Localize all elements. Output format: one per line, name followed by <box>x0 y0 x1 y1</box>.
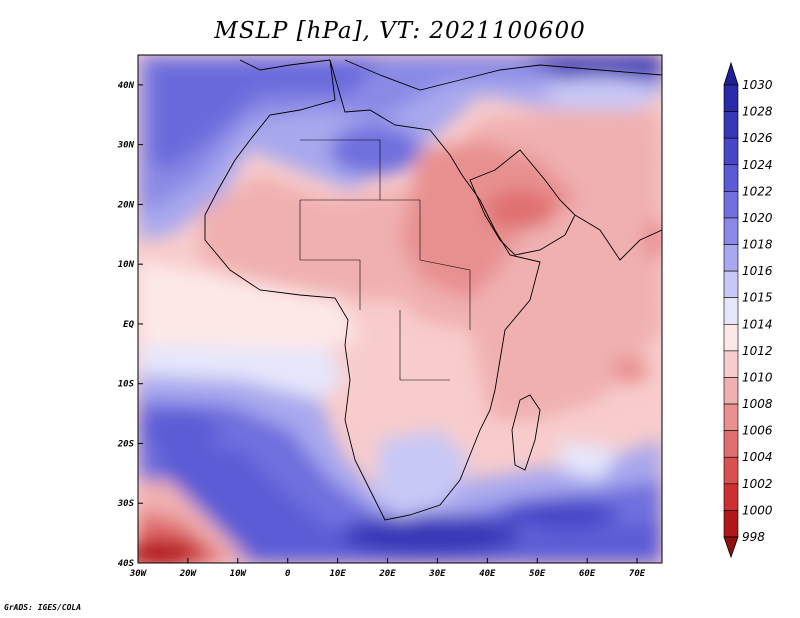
colorbar-label: 1028 <box>742 105 773 119</box>
colorbar-label: 1022 <box>742 184 773 198</box>
x-tick-label: 0 <box>285 569 291 579</box>
y-tick-label: 30N <box>117 141 135 151</box>
colorbar-label: 1006 <box>742 424 773 438</box>
colorbar-label: 1015 <box>742 291 773 305</box>
colorbar-cell <box>723 191 739 219</box>
x-tick-label: 30E <box>428 569 446 579</box>
country-borders <box>299 139 471 381</box>
x-tick-label: 60E <box>579 569 596 579</box>
y-tick-label: EQ <box>123 320 134 330</box>
colorbar-cell <box>723 403 739 431</box>
colorbar-cell <box>723 164 739 192</box>
colorbar-cell <box>723 270 739 299</box>
africa-coastline <box>204 59 541 521</box>
grads-credit: GrADS: IGES/COLA <box>4 603 82 612</box>
colorbar-label: 1026 <box>742 131 773 145</box>
colorbar-top-arrow <box>723 61 739 86</box>
colorbar-label: 1018 <box>742 238 773 252</box>
colorbar-cell <box>723 84 739 112</box>
colorbar-label: 1030 <box>742 78 773 92</box>
colorbar: 1030 1028 1026 1024 1022 1020 1018 1016 1015 1014… <box>723 61 773 559</box>
colorbar-cell <box>723 111 739 139</box>
x-tick-label: 20E <box>378 569 396 579</box>
x-tick-label: 50E <box>529 569 546 579</box>
y-tick-label: 40N <box>118 81 135 91</box>
x-tick-label: 70E <box>629 569 646 579</box>
map-title: MSLP [hPa], VT: 2021100600 <box>214 18 586 44</box>
colorbar-cell <box>723 244 739 272</box>
colorbar-label: 1014 <box>742 317 773 331</box>
europe-coastline <box>239 59 662 91</box>
map-frame <box>137 54 663 564</box>
y-tick-label: 40S <box>118 559 135 569</box>
colorbar-label: 1008 <box>742 397 773 411</box>
y-tick-label: 30S <box>117 499 135 509</box>
y-tick-label: 10N <box>118 260 135 270</box>
colorbar-label: 1010 <box>742 370 773 384</box>
colorbar-label: 1024 <box>742 158 773 172</box>
colorbar-cell <box>723 483 739 511</box>
colorbar-cell <box>723 137 739 166</box>
colorbar-label: 1004 <box>742 450 773 464</box>
colorbar-bottom-arrow <box>723 536 739 559</box>
pressure-field <box>138 55 662 563</box>
colorbar-cell <box>723 323 739 352</box>
x-tick-label: 10E <box>329 569 346 579</box>
axis-ticks: 30W 20W 10W 0 10E 20E 30E 40E 50E 60E 70E 40S 30S 20S… <box>117 81 646 579</box>
colorbar-cell <box>723 456 739 485</box>
colorbar-cell <box>723 510 739 538</box>
y-tick-label: 10S <box>118 380 135 390</box>
x-tick-label: 10W <box>230 569 248 579</box>
colorbar-label: 1012 <box>742 344 773 358</box>
colorbar-label: 1016 <box>742 264 773 278</box>
colorbar-label: 998 <box>742 530 765 544</box>
colorbar-label: 1020 <box>742 211 773 225</box>
colorbar-cell <box>723 350 739 378</box>
madagascar-coastline <box>511 394 541 471</box>
x-tick-label: 20W <box>179 569 198 579</box>
x-tick-label: 30W <box>129 569 148 579</box>
colorbar-label: 1000 <box>742 503 773 517</box>
colorbar-cell <box>723 217 739 245</box>
colorbar-cell <box>723 430 739 458</box>
y-tick-label: 20S <box>117 439 135 449</box>
arabia-coastline <box>469 149 576 256</box>
colorbar-label: 1002 <box>742 477 773 491</box>
colorbar-cell <box>723 297 739 325</box>
colorbar-cell <box>723 377 739 405</box>
coastlines <box>204 59 662 521</box>
y-tick-label: 20N <box>117 200 135 210</box>
x-tick-label: 40E <box>479 569 496 579</box>
india-coastline <box>574 214 662 261</box>
